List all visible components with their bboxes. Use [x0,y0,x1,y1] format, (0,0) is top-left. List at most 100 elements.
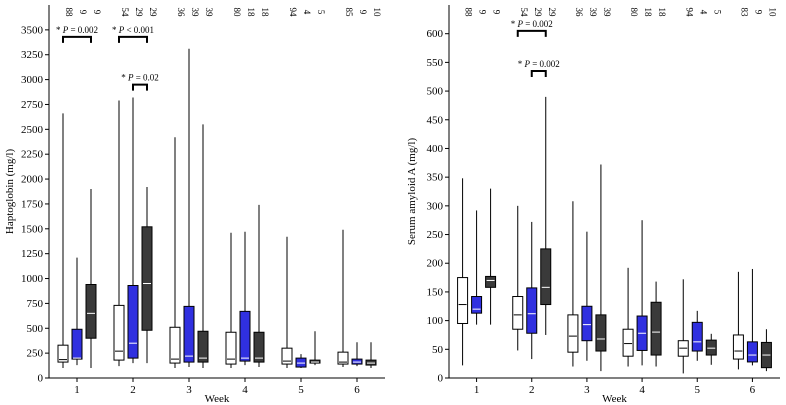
y-tick-label: 450 [427,114,444,126]
box-iqr [141,226,153,331]
box-iqr [457,277,469,324]
sample-size-label: 80 [232,8,242,18]
sample-size-label: 29 [547,8,557,18]
sample-size-label: 88 [464,8,474,18]
y-tick-label: 3000 [21,74,44,86]
serum-amyloid-a-panel: 0 50 100 150 200 250 300 350 400 450 500 550 600 Seru… [406,5,780,405]
sample-size-label: 5 [316,10,326,15]
box-plot-mark [337,229,349,368]
sample-size-label: 9 [478,10,488,15]
x-tick-label: 2 [130,384,136,396]
x-tick-label: 3 [186,384,192,396]
box-iqr [650,301,662,356]
sample-size-label: 83 [739,8,749,18]
y-tick-label: 1500 [21,223,44,235]
y-tick-label: 750 [27,298,44,310]
box-iqr [169,326,181,364]
box-plot-mark [113,100,125,367]
sample-size-label: 18 [657,8,667,18]
significance-bracket [132,83,148,91]
box-iqr [732,334,744,360]
x-tick-label: 3 [584,384,590,396]
sample-size-label: 54 [519,8,529,18]
box-iqr [337,351,349,365]
y-axis-label: Haptoglobin (mg/l) [4,149,16,235]
significance-label: * P = 0.002 [56,25,98,35]
box-plot-mark [141,187,153,364]
y-tick-label: 2750 [21,99,44,111]
y-tick-label: 500 [427,86,444,98]
box-iqr [540,248,552,306]
box-iqr [581,305,593,342]
y-tick-label: 100 [427,315,444,327]
significance-bracket [62,35,92,43]
significance-annotation: * P = 0.002 [518,59,560,77]
box-iqr [57,344,69,363]
significance-annotation: * P = 0.002 [56,25,98,43]
box-plot-mark [677,279,689,374]
box-plot-mark [691,310,703,361]
significance-bracket [118,35,148,43]
sample-size-label: 39 [190,8,200,18]
y-tick-label: 600 [427,28,444,40]
box-iqr [622,328,634,357]
sample-size-label: 39 [588,8,598,18]
y-tick-label: 1250 [21,248,44,260]
significance-annotation: * P = 0.002 [511,19,553,37]
box-plot-mark [540,96,552,335]
y-tick-label: 2500 [21,124,44,136]
sample-size-label: 9 [492,10,502,15]
box-plot-mark [183,48,195,368]
box-iqr [471,296,483,314]
box-plot-mark [309,331,321,366]
significance-label: * P = 0.02 [121,73,159,83]
significance-bracket [516,29,547,37]
sample-size-label: 29 [134,8,144,18]
box-plot-mark [485,188,497,325]
box-plot-mark [760,329,772,372]
sample-size-label: 36 [574,8,584,18]
box-iqr [239,310,251,362]
box-iqr [595,314,607,352]
box-plot-mark [526,221,538,360]
box-plot-mark [85,189,97,369]
box-iqr [197,330,209,363]
box-plot-mark [457,178,469,366]
box-iqr [567,314,579,353]
x-axis-label: Week [205,393,230,405]
y-tick-label: 550 [427,57,444,69]
y-tick-label: 400 [427,143,444,155]
y-tick-label: 150 [427,286,444,298]
x-tick-label: 4 [639,384,645,396]
x-tick-label: 5 [695,384,701,396]
sample-size-label: 10 [767,8,777,18]
sample-size-label: 9 [358,10,368,15]
y-tick-label: 0 [438,373,444,385]
x-tick-label: 1 [74,384,80,396]
y-tick-label: 1750 [21,198,44,210]
sample-size-label: 39 [602,8,612,18]
box-iqr [183,305,195,363]
y-tick-label: 250 [427,229,444,241]
y-tick-label: 0 [38,373,44,385]
y-tick-label: 2250 [21,149,44,161]
x-tick-label: 2 [529,384,535,396]
sample-size-label: 80 [629,8,639,18]
y-tick-label: 350 [427,172,444,184]
box-iqr [512,296,524,330]
significance-label: * P = 0.002 [511,19,553,29]
box-plot-mark [71,257,83,366]
box-plot-mark [253,204,265,368]
sample-size-label: 9 [92,10,102,15]
box-iqr [71,328,83,360]
box-plot-mark [705,333,717,365]
y-axis-label: Serum amyloid A (mg/l) [406,138,418,246]
box-plot-mark [732,271,744,370]
x-tick-label: 4 [242,384,248,396]
sample-size-label: 36 [176,8,186,18]
box-plot-mark [281,236,293,369]
box-plot-mark [595,164,607,372]
significance-label: * P < 0.001 [112,25,154,35]
x-tick-label: 6 [750,384,756,396]
